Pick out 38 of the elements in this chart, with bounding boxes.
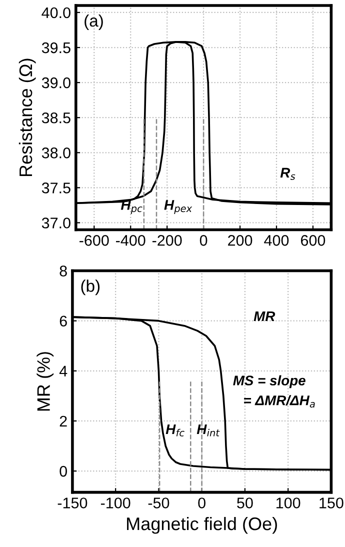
y-tick-label: 0: [60, 466, 67, 477]
x-tick-label: 0: [198, 498, 206, 508]
x-tick-label: -400: [116, 235, 146, 246]
annotation: MS = slope: [233, 375, 306, 388]
y-axis-title: MR (%): [36, 352, 54, 411]
y-axis-title: Resistance (Ω): [18, 58, 36, 176]
y-tick-label: 38.0: [42, 148, 70, 158]
y-tick-label: 37.0: [42, 218, 70, 228]
x-tick-label: 200: [228, 235, 252, 246]
y-tick-label: 2: [60, 416, 67, 426]
x-tick-label: 400: [264, 235, 289, 246]
y-tick-label: 38.5: [42, 112, 70, 124]
x-tick-label: -200: [152, 235, 182, 246]
x-tick-label: -100: [100, 498, 130, 508]
x-tick-label: 50: [237, 498, 253, 508]
x-tick-label: 600: [300, 235, 326, 246]
annotation: (b): [81, 280, 100, 296]
x-tick-label: 100: [276, 498, 300, 508]
x-tick-label: -50: [148, 498, 170, 508]
y-tick-label: 37.5: [42, 182, 70, 194]
y-tick-label: 39.0: [42, 77, 70, 88]
annotation: MR: [254, 311, 276, 322]
annotation: (a): [84, 14, 103, 30]
y-tick-label: 40.0: [42, 7, 70, 18]
y-tick-label: 6: [60, 316, 67, 327]
x-tick-label: 0: [200, 235, 208, 246]
annotation: = ΔMR/ΔH$_{a}$: [244, 395, 315, 408]
y-tick-label: 39.5: [42, 42, 70, 54]
x-tick-label: -150: [58, 498, 88, 508]
annotation: R$_{s}$: [280, 168, 296, 180]
x-tick-label: -600: [80, 235, 109, 246]
annotation: H$_{pex}$: [164, 200, 192, 214]
annotation: H$_{int}$: [196, 424, 220, 436]
y-tick-label: 4: [59, 366, 68, 376]
annotation: H$_{fc}$: [166, 424, 184, 436]
x-axis-title: Magnetic field (Oe): [127, 516, 277, 534]
y-tick-label: 8: [60, 266, 67, 276]
x-tick-label: 150: [320, 498, 344, 508]
